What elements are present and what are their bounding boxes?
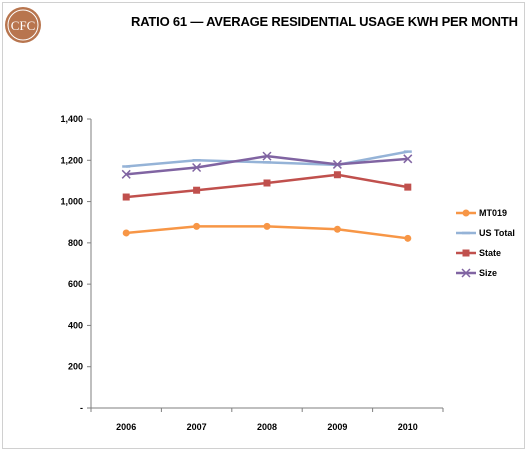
data-point-mt019 [263,222,271,230]
logo-text: CFC [11,18,36,33]
data-point-mt019 [404,234,412,242]
y-tick-label: 800 [68,238,83,248]
data-point-state [122,193,130,201]
data-point-size [192,162,202,173]
data-point-mt019 [333,225,341,233]
data-point-mt019 [193,222,201,230]
chart-title: RATIO 61 — AVERAGE RESIDENTIAL USAGE KWH… [131,14,518,29]
x-tick-label: 2006 [116,422,136,432]
legend-label-state: State [479,248,501,258]
data-point-state [263,179,271,187]
x-tick-label: 2009 [327,422,347,432]
series-line-us-total [126,150,409,168]
legend-label-us-total: US Total [479,228,515,238]
data-point-state [404,183,412,191]
data-point-size [121,169,131,179]
x-tick-label: 2007 [187,422,207,432]
y-tick-label: 200 [68,362,83,372]
cfc-logo: CFC [5,7,41,43]
data-point-mt019 [122,229,130,237]
legend-marker-mt019 [462,209,470,217]
data-point-state [333,171,341,179]
data-point-size [403,154,413,164]
logo-ring [7,9,39,41]
y-tick-label: 1,400 [60,114,83,124]
legend-marker-size [461,268,471,278]
legend-label-mt019: MT019 [479,208,507,218]
chart-frame [2,2,525,449]
data-point-size [262,151,272,161]
legend-label-size: Size [479,268,497,278]
x-tick-label: 2010 [398,422,418,432]
logo-circle [5,7,41,43]
y-tick-label: 400 [68,320,83,330]
y-tick-label: 1,200 [60,155,83,165]
x-tick-label: 2008 [257,422,277,432]
legend-marker-state [462,249,470,257]
y-tick-label: - [80,403,83,413]
y-tick-label: 1,000 [60,197,83,207]
y-tick-label: 600 [68,279,83,289]
data-point-size [332,159,342,169]
data-point-state [193,186,201,194]
